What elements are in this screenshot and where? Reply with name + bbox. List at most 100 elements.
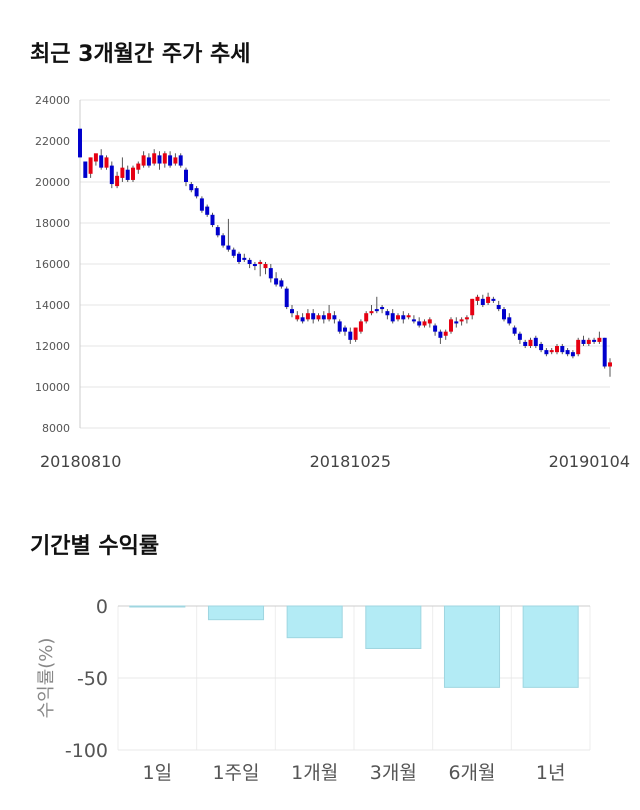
candle-body [459, 319, 464, 322]
candle-body [194, 188, 199, 197]
y-tick-label: 16000 [35, 258, 70, 271]
return-bar [443, 605, 501, 688]
candle-body [528, 339, 533, 346]
candle-body [252, 264, 257, 267]
candle-body [517, 333, 522, 340]
candle-body [369, 311, 374, 314]
candle-body [353, 327, 358, 340]
x-tick-label: 1개월 [291, 762, 338, 784]
candle-body [406, 315, 411, 318]
candle-body [390, 313, 395, 322]
candle-body [549, 350, 554, 353]
x-tick-label: 20180810 [40, 452, 121, 471]
candle-body [205, 206, 210, 215]
returns-title: 기간별 수익률 [30, 534, 160, 559]
return-bar [286, 605, 343, 639]
y-tick-label: 8000 [42, 422, 70, 435]
candle-body [258, 261, 263, 264]
candle-body [178, 155, 183, 166]
candle-body [215, 227, 220, 236]
candle-body [464, 317, 469, 320]
candle-body [242, 257, 247, 260]
candle-body [88, 157, 93, 174]
candle-body [99, 155, 104, 168]
y-axis-label: 수익률(%) [36, 638, 57, 719]
candle-body [115, 175, 120, 187]
candle-body [411, 319, 416, 322]
candle-body [581, 339, 586, 344]
candle-body [173, 157, 178, 164]
candle-body [247, 259, 252, 264]
candle-body [300, 317, 305, 322]
return-bar [207, 605, 265, 621]
candle-body [576, 339, 581, 355]
candle-body [316, 315, 321, 320]
candle-body [141, 155, 146, 166]
y-tick-label: 14000 [35, 299, 70, 312]
candle-body [512, 327, 517, 334]
return-bar [129, 605, 186, 608]
candle-body [274, 278, 279, 285]
y-tick-label: 18000 [35, 217, 70, 230]
candle-body [93, 153, 98, 162]
candle-body [104, 157, 109, 168]
candle-body [199, 198, 204, 211]
candle-body [544, 350, 549, 355]
candle-body [184, 169, 188, 182]
candle-body [507, 317, 512, 324]
candle-body [523, 341, 528, 346]
candle-body [486, 296, 491, 303]
candle-body [168, 155, 173, 166]
candle-body [449, 319, 453, 332]
y-tick-label: 0 [96, 596, 108, 618]
candle-body [358, 321, 363, 332]
candle-body [263, 264, 268, 269]
candle-body [374, 309, 379, 312]
candle-body [422, 321, 427, 326]
candle-body [189, 184, 194, 191]
candle-body [533, 337, 538, 346]
candle-body [295, 315, 300, 320]
x-tick-label: 1년 [536, 762, 566, 784]
candle-body [337, 321, 342, 332]
candle-body [136, 163, 141, 170]
candle-body [146, 157, 151, 166]
candle-body [290, 309, 294, 314]
candle-body [321, 315, 326, 320]
candle-body [565, 350, 570, 355]
candle-body [221, 235, 226, 246]
candle-body [78, 128, 82, 158]
price-trend-title: 최근 3개월간 주가 추세 [30, 42, 251, 67]
candle-body [83, 161, 88, 178]
candle-body [602, 337, 607, 367]
x-tick-label: 1주일 [212, 762, 259, 784]
candle-body [231, 249, 236, 256]
x-tick-label: 20181025 [310, 452, 391, 471]
candle-body [284, 288, 289, 308]
candle-body [152, 153, 157, 164]
candle-body [311, 313, 316, 320]
y-tick-label: 10000 [35, 381, 70, 394]
candle-body [125, 169, 130, 180]
candle-body [305, 313, 310, 320]
y-tick-label: 22000 [35, 135, 70, 148]
candle-body [608, 362, 612, 367]
candle-body [597, 337, 602, 342]
candle-body [226, 245, 231, 250]
candle-body [502, 309, 506, 320]
candle-body [364, 313, 369, 322]
candle-body [157, 155, 162, 164]
candle-body [332, 315, 337, 320]
candle-body [555, 346, 559, 353]
candle-body [162, 153, 167, 164]
y-tick-label: 24000 [35, 94, 70, 107]
x-tick-label: 1일 [143, 762, 173, 784]
candle-body [109, 165, 114, 185]
candle-body [539, 343, 544, 351]
candle-body [443, 331, 448, 336]
x-tick-label: 20190104 [549, 452, 630, 471]
return-bar [522, 605, 579, 688]
candle-body [380, 307, 385, 310]
candle-body [592, 339, 597, 342]
y-tick-label: -50 [77, 668, 108, 690]
